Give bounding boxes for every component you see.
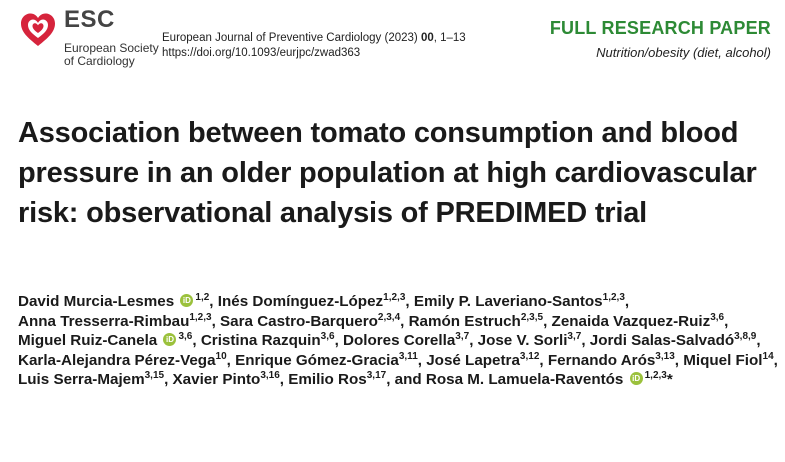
author-name: Miguel Ruiz-Canela iD 3,6 <box>18 330 193 349</box>
affiliation-sup: 3,6 <box>710 311 725 323</box>
author-name: Sara Castro-Barquero2,3,4 <box>220 311 401 330</box>
subject-category: Nutrition/obesity (diet, alcohol) <box>596 45 771 60</box>
author-name: Karla-Alejandra Pérez-Vega10 <box>18 350 227 369</box>
esc-heart-logo-icon <box>21 13 55 46</box>
author-name-text: Emily P. Laveriano-Santos <box>413 293 603 310</box>
author-name-text: Inés Domínguez-López <box>217 293 384 310</box>
author-name-text: Anna Tresserra-Rimbau <box>18 312 190 330</box>
author-name-text: Ramón Estruch <box>408 312 521 330</box>
affiliation-sup: 3,12 <box>519 350 540 362</box>
author-name-text: Miquel Fiol <box>683 351 763 369</box>
affiliation-sup: 3,7 <box>455 330 470 342</box>
author-name: Enrique Gómez-Gracia3,11 <box>235 350 418 369</box>
affiliation-sup: 3,7 <box>567 330 582 342</box>
affiliation-sup: 3,13 <box>655 350 675 362</box>
author-name: Dolores Corella3,7 <box>343 330 470 349</box>
affiliation-sup: 1,2,3 <box>602 291 625 303</box>
paper-type-label: FULL RESEARCH PAPER <box>549 18 771 38</box>
author-name-text: Jose V. Sorli <box>477 332 568 349</box>
orcid-icon[interactable]: iD <box>629 372 643 386</box>
author-name: Zenaida Vazquez-Ruiz3,6 <box>551 311 725 330</box>
journal-volume: 00 <box>420 32 434 44</box>
society-line-2: of Cardiology <box>64 54 135 68</box>
author-name-text: Xavier Pinto <box>172 371 261 388</box>
author-name: Rosa M. Lamuela-Raventós iD 1,2,3* <box>425 369 673 388</box>
society-name: European Society of Cardiology <box>64 42 159 68</box>
author-name-text: Zenaida Vazquez-Ruiz <box>551 312 711 330</box>
author-name-text: Emilio Ros <box>288 371 367 388</box>
author-name: Miquel Fiol14 <box>683 350 774 369</box>
affiliation-sup: 1,2 <box>195 291 210 303</box>
author-name-text: Karla-Alejandra Pérez-Vega <box>18 351 216 369</box>
author-name-text: Sara Castro-Barquero <box>220 312 378 330</box>
affiliation-sup: 3,8,9 <box>734 330 757 342</box>
author-name: David Murcia-Lesmes iD 1,2 <box>18 291 210 310</box>
affiliation-sup: 1,2,3 <box>644 369 667 381</box>
author-name: Jose V. Sorli3,7 <box>477 330 582 349</box>
author-name: Luis Serra-Majem3,15 <box>18 369 165 388</box>
author-name: Ramón Estruch2,3,5 <box>408 311 544 330</box>
author-name: Emilio Ros3,17 <box>288 369 387 388</box>
orcid-icon[interactable]: iD <box>180 294 194 308</box>
journal-name: European Journal of Preventive Cardiolog… <box>162 32 382 44</box>
orcid-icon[interactable]: iD <box>163 333 177 347</box>
affiliation-sup: 14 <box>762 350 774 362</box>
journal-year: (2023) <box>384 32 418 44</box>
affiliation-sup: 1,2,3 <box>383 291 406 303</box>
affiliation-sup: 3,15 <box>144 369 165 381</box>
society-line-1: European Society <box>64 41 159 55</box>
author-name: Cristina Razquin3,6 <box>200 330 335 349</box>
corresponding-author-mark: * <box>666 371 673 388</box>
author-name-text: Dolores Corella <box>343 332 456 349</box>
journal-citation: European Journal of Preventive Cardiolog… <box>162 31 466 61</box>
author-name-text: Fernando Arós <box>547 351 656 369</box>
author-name-text: Jordi Salas-Salvadó <box>589 332 735 349</box>
author-name-text: Miguel Ruiz-Canela <box>18 332 158 349</box>
affiliation-sup: 10 <box>215 350 227 362</box>
author-name: Xavier Pinto3,16 <box>172 369 280 388</box>
article-title: Association between tomato consumption a… <box>18 117 757 229</box>
journal-line: European Journal of Preventive Cardiolog… <box>162 31 466 46</box>
author-name-text: Cristina Razquin <box>200 332 321 349</box>
author-name: Anna Tresserra-Rimbau1,2,3 <box>18 311 212 330</box>
journal-pages: , 1–13 <box>433 32 466 44</box>
affiliation-sup: 3,11 <box>398 350 418 362</box>
author-name: Fernando Arós3,13 <box>547 350 675 369</box>
author-name: Emily P. Laveriano-Santos1,2,3 <box>413 291 625 310</box>
author-name-text: José Lapetra <box>426 351 520 369</box>
affiliation-sup: 2,3,5 <box>520 311 544 323</box>
author-list: David Murcia-Lesmes iD 1,2, Inés Domíngue… <box>18 291 778 388</box>
author-name-text: David Murcia-Lesmes <box>18 293 175 310</box>
author-name-text: Luis Serra-Majem <box>18 371 145 388</box>
affiliation-sup: 3,6 <box>178 330 193 342</box>
affiliation-sup: 3,16 <box>260 369 280 381</box>
author-name: José Lapetra3,12 <box>426 350 540 369</box>
author-name-text: Enrique Gómez-Gracia <box>235 351 399 369</box>
esc-wordmark: ESC <box>64 6 115 33</box>
author-name-text: Rosa M. Lamuela-Raventós <box>425 371 624 388</box>
affiliation-sup: 3,6 <box>320 330 335 342</box>
doi-link[interactable]: https://doi.org/10.1093/eurjpc/zwad363 <box>162 47 361 59</box>
author-name: Jordi Salas-Salvadó3,8,9 <box>589 330 757 349</box>
author-name: Inés Domínguez-López1,2,3 <box>217 291 406 310</box>
author-conjunction: and <box>394 371 426 388</box>
affiliation-sup: 1,2,3 <box>189 311 212 323</box>
affiliation-sup: 3,17 <box>366 369 387 381</box>
affiliation-sup: 2,3,4 <box>377 311 401 323</box>
